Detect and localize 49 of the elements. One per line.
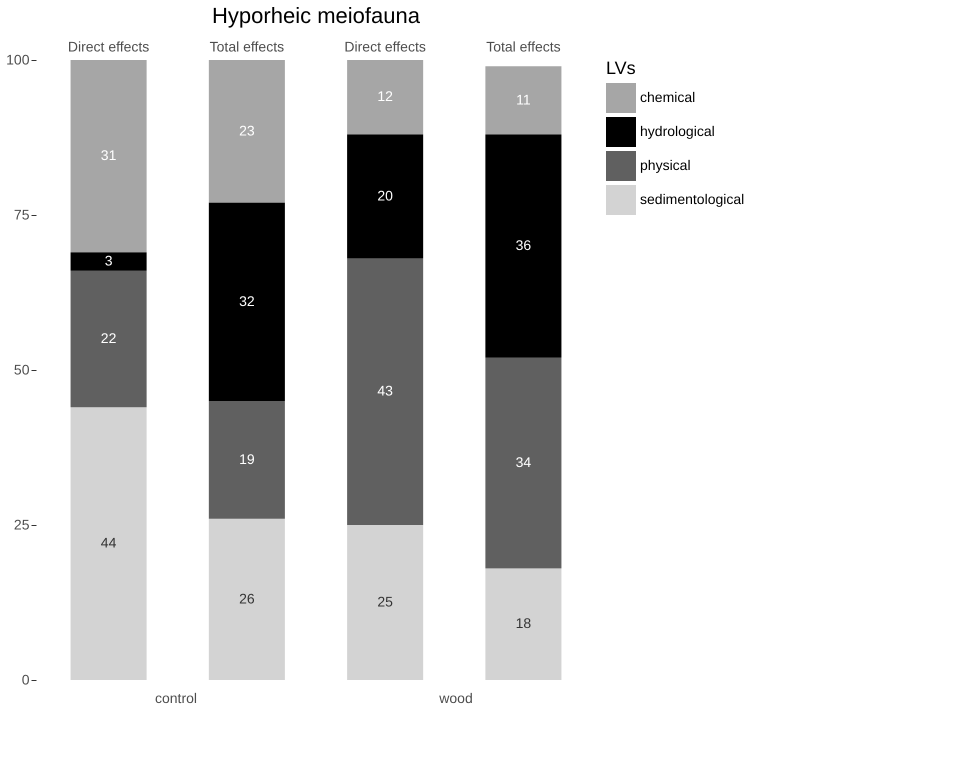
- data-label: 34: [516, 454, 532, 470]
- bar: [208, 60, 285, 203]
- bar: [485, 66, 562, 134]
- data-label: 22: [100, 330, 117, 346]
- data-label: 12: [377, 88, 394, 104]
- bar: [485, 358, 562, 568]
- y-tick-label: 75: [14, 206, 30, 222]
- bar: [347, 525, 424, 680]
- data-label: 26: [239, 590, 255, 606]
- y-tick-label: 100: [6, 52, 30, 68]
- legend-label: chemical: [640, 89, 696, 105]
- x-tick-label: Direct effects: [344, 38, 426, 54]
- bar: [70, 270, 147, 408]
- legend-label: hydrological: [640, 123, 715, 139]
- bar: [70, 252, 147, 271]
- data-label: 31: [100, 147, 117, 164]
- legend-label: sedimentological: [640, 191, 744, 207]
- bar: [347, 258, 424, 525]
- bar: [208, 202, 285, 401]
- bar: [70, 60, 147, 252]
- data-label: 23: [239, 122, 255, 138]
- legend-title: LVs: [606, 58, 636, 78]
- bar: [485, 134, 562, 358]
- y-tick-label: 25: [14, 516, 30, 532]
- x-tick-label: Total effects: [486, 38, 561, 54]
- bar: [70, 407, 147, 680]
- data-label: 19: [239, 450, 255, 467]
- x-tick-label: Direct effects: [68, 38, 150, 54]
- data-label: 3: [104, 252, 113, 268]
- data-label: 20: [377, 187, 394, 204]
- data-label: 18: [516, 615, 532, 632]
- data-label: 11: [516, 91, 531, 108]
- bar: [485, 568, 562, 680]
- chart-title: Hyporheic meiofauna: [212, 3, 421, 28]
- text: wood: [438, 690, 473, 706]
- data-label: 25: [377, 594, 394, 610]
- bar: [347, 134, 424, 258]
- bar: [347, 60, 424, 134]
- data-label: 43: [377, 382, 394, 399]
- bar: [208, 518, 285, 680]
- text: control: [154, 690, 198, 706]
- legend-label: physical: [640, 157, 691, 173]
- data-label: 44: [100, 534, 117, 551]
- y-tick-label: 0: [22, 672, 30, 688]
- data-label: 36: [516, 237, 532, 253]
- data-label: 32: [239, 292, 255, 309]
- x-tick-label: Total effects: [210, 38, 284, 54]
- y-tick-label: 50: [14, 362, 30, 378]
- bar: [208, 401, 285, 519]
